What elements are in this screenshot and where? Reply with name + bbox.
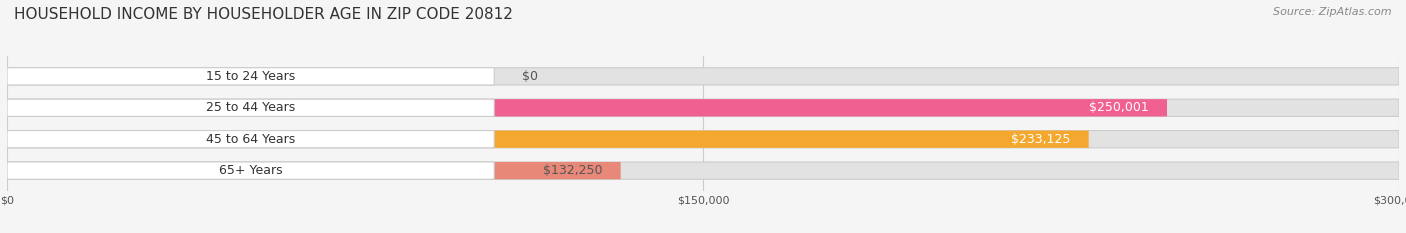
FancyBboxPatch shape (7, 130, 1399, 148)
FancyBboxPatch shape (7, 68, 1399, 85)
Text: Source: ZipAtlas.com: Source: ZipAtlas.com (1274, 7, 1392, 17)
FancyBboxPatch shape (7, 68, 495, 85)
FancyBboxPatch shape (7, 130, 495, 148)
Text: 25 to 44 Years: 25 to 44 Years (207, 101, 295, 114)
Text: 15 to 24 Years: 15 to 24 Years (207, 70, 295, 83)
FancyBboxPatch shape (7, 99, 1399, 116)
FancyBboxPatch shape (7, 99, 1167, 116)
FancyBboxPatch shape (7, 130, 1088, 148)
FancyBboxPatch shape (7, 162, 620, 179)
Text: 65+ Years: 65+ Years (219, 164, 283, 177)
Text: $250,001: $250,001 (1088, 101, 1149, 114)
FancyBboxPatch shape (7, 162, 495, 179)
Text: $132,250: $132,250 (543, 164, 602, 177)
Text: $233,125: $233,125 (1011, 133, 1070, 146)
Text: 45 to 64 Years: 45 to 64 Years (207, 133, 295, 146)
FancyBboxPatch shape (7, 99, 495, 116)
FancyBboxPatch shape (7, 162, 1399, 179)
Text: HOUSEHOLD INCOME BY HOUSEHOLDER AGE IN ZIP CODE 20812: HOUSEHOLD INCOME BY HOUSEHOLDER AGE IN Z… (14, 7, 513, 22)
Text: $0: $0 (522, 70, 538, 83)
